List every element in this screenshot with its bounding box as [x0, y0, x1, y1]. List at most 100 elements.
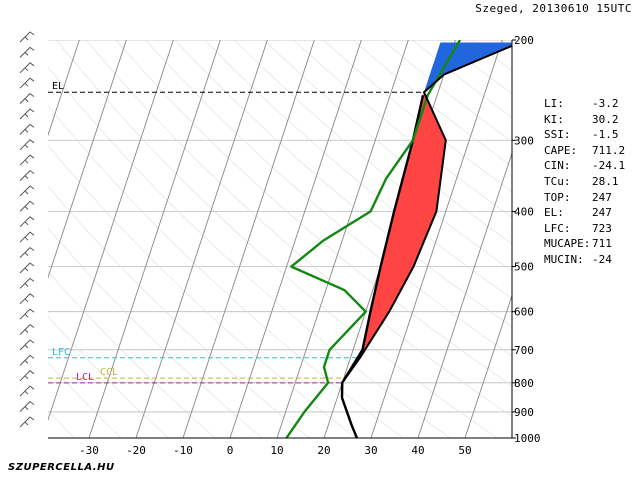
grid-lines: [48, 40, 512, 438]
wind-barb: [19, 108, 35, 120]
index-value: -24: [592, 252, 612, 266]
isotherm-line: [370, 40, 503, 438]
wind-barbs: [19, 31, 35, 428]
profile-lines: [285, 40, 512, 438]
index-key: LFC:: [544, 221, 571, 235]
dewpoint-line: [285, 40, 462, 438]
index-key: CIN:: [544, 159, 571, 173]
wind-barb: [19, 169, 35, 181]
wind-barb: [19, 216, 35, 228]
isotherm-line: [88, 40, 221, 438]
wind-barb: [19, 370, 35, 382]
index-row: SSI: -1.5: [544, 127, 625, 143]
wind-barb: [19, 323, 35, 335]
index-row: CAPE: 711.2: [544, 143, 625, 159]
wind-barb: [19, 262, 35, 274]
dry-adiabat: [48, 227, 263, 438]
wind-barb: [19, 400, 35, 412]
index-row: MUCAPE: 711: [544, 236, 625, 252]
y-tick-label: 400: [514, 205, 534, 218]
x-tick-label: 40: [411, 444, 424, 457]
wind-barb: [19, 92, 35, 104]
wind-barb: [19, 31, 35, 43]
isotherm-line: [135, 40, 268, 438]
index-value: 28.1: [592, 174, 619, 188]
isotherm-line: [464, 294, 512, 438]
level-label-el: EL: [52, 81, 64, 92]
index-row: MUCIN: -24: [544, 252, 625, 268]
index-key: KI:: [544, 112, 564, 126]
isotherm-line: [229, 40, 362, 438]
dry-adiabat: [48, 410, 75, 438]
wind-barb: [19, 277, 35, 289]
wind-barb: [19, 139, 35, 151]
index-row: KI: 30.2: [544, 112, 625, 128]
index-value: 30.2: [592, 112, 619, 126]
index-key: EL:: [544, 206, 564, 220]
y-tick-label: 1000: [514, 432, 541, 445]
wind-barb: [19, 123, 35, 135]
above-el-area: [424, 42, 512, 93]
index-value: -1.5: [592, 128, 619, 142]
isotherm-line: [48, 40, 174, 422]
y-tick-label: 600: [514, 306, 534, 319]
index-value: 247: [592, 206, 612, 220]
isotherm-line: [48, 40, 80, 137]
index-key: TOP:: [544, 190, 571, 204]
index-key: MUCAPE:: [544, 237, 591, 251]
level-label-ccl: CCL: [100, 367, 118, 378]
dry-adiabat: [48, 315, 169, 438]
isotherm-line: [48, 40, 127, 279]
index-row: LI: -3.2: [544, 96, 625, 112]
x-tick-label: 30: [364, 444, 377, 457]
x-tick-label: 10: [270, 444, 283, 457]
dry-adiabat: [115, 40, 512, 387]
level-lines: EL LFC CCL LCL: [48, 81, 425, 384]
y-tick-label: 800: [514, 377, 534, 390]
x-tick-label: 50: [458, 444, 471, 457]
axis-ticks: -30 -20 -10 0 10 20 30 40 50 200 300 400 500 600 700 80…: [79, 34, 540, 457]
wind-barb: [19, 308, 35, 320]
wind-barb: [19, 231, 35, 243]
cape-area: [357, 93, 446, 358]
wind-barb: [19, 416, 35, 428]
index-value: 711: [592, 237, 612, 251]
y-tick-label: 700: [514, 344, 534, 357]
wind-barb: [19, 185, 35, 197]
isotherm-line: [276, 40, 409, 438]
dry-adiabat: [48, 185, 310, 438]
index-value: -3.2: [592, 97, 619, 110]
index-row: TOP: 247: [544, 190, 625, 206]
wind-barb: [19, 46, 35, 58]
x-tick-label: 0: [227, 444, 234, 457]
wind-barb: [19, 385, 35, 397]
index-key: SSI:: [544, 128, 571, 142]
dry-adiabat: [204, 40, 512, 299]
stability-indices: LI: -3.2 KI: 30.2 SSI: -1.5 CAPE: 711.2 CIN: -24.…: [544, 96, 625, 268]
dry-adiabat: [48, 105, 404, 438]
level-label-lcl: LCL: [76, 372, 94, 383]
y-tick-label: 300: [514, 134, 534, 147]
wind-barb: [19, 77, 35, 89]
isotherm-line: [182, 40, 315, 438]
x-tick-label: -10: [173, 444, 193, 457]
index-value: -24.1: [592, 159, 626, 173]
dry-adiabat: [145, 40, 512, 357]
wind-barb: [19, 200, 35, 212]
parcel-line: [341, 44, 512, 438]
dry-adiabat: [85, 40, 512, 417]
index-row: EL: 247: [544, 205, 625, 221]
dry-adiabat: [48, 271, 216, 438]
dry-adiabat: [48, 66, 451, 438]
wind-barb: [19, 246, 35, 258]
dry-adiabat: [56, 40, 498, 438]
x-tick-label: 20: [317, 444, 330, 457]
y-tick-label: 900: [514, 406, 534, 419]
wind-barb: [19, 154, 35, 166]
index-row: LFC: 723: [544, 221, 625, 237]
wind-barb: [19, 62, 35, 74]
x-tick-label: -20: [126, 444, 146, 457]
level-label-lfc: LFC: [52, 347, 70, 358]
dry-adiabat: [48, 362, 122, 438]
